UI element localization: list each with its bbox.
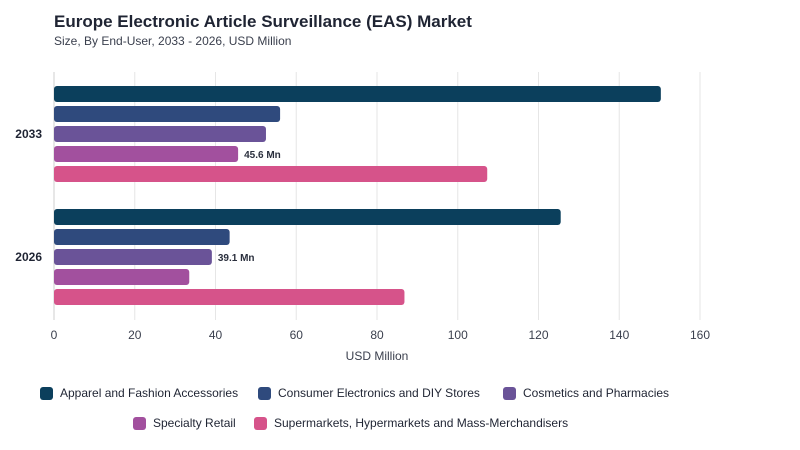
bar-2033-3: [54, 146, 239, 162]
data-label: 45.6 Mn: [244, 150, 281, 161]
bar-2033-2: [54, 126, 266, 142]
legend-label: Consumer Electronics and DIY Stores: [278, 386, 480, 400]
x-tick-label: 140: [609, 328, 629, 342]
bar-2033-4: [54, 166, 488, 182]
legend-label: Apparel and Fashion Accessories: [60, 386, 239, 400]
y-category-label: 2033: [15, 127, 42, 141]
x-tick-label: 120: [528, 328, 548, 342]
bar-2033-1: [54, 106, 281, 122]
legend-item: Apparel and Fashion Accessories: [40, 386, 238, 400]
bar-2026-1: [54, 229, 230, 245]
x-tick-label: 80: [370, 328, 384, 342]
x-tick-label: 40: [209, 328, 223, 342]
data-label: 39.1 Mn: [218, 253, 255, 264]
bar-2026-2: [54, 249, 212, 265]
legend-swatch: [258, 386, 271, 400]
legend-item: Supermarkets, Hypermarkets and Mass-Merc…: [254, 416, 568, 430]
x-tick-label: 20: [128, 328, 142, 342]
x-tick-label: 160: [690, 328, 710, 342]
y-category-label: 2026: [15, 250, 42, 264]
legend-label: Supermarkets, Hypermarkets and Mass-Merc…: [274, 416, 569, 430]
legend-swatch: [503, 386, 516, 400]
legend-item: Cosmetics and Pharmacies: [503, 386, 669, 400]
legend-item: Specialty Retail: [133, 416, 236, 430]
bar-2033-0: [54, 86, 661, 102]
legend-label: Cosmetics and Pharmacies: [523, 386, 670, 400]
legend-swatch: [133, 416, 146, 430]
x-tick-label: 60: [290, 328, 304, 342]
chart-title: Europe Electronic Article Surveillance (…: [54, 12, 472, 31]
bar-2026-4: [54, 289, 405, 305]
x-tick-label: 0: [51, 328, 58, 342]
x-axis-label: USD Million: [346, 349, 409, 363]
chart-subtitle: Size, By End-User, 2033 - 2026, USD Mill…: [54, 34, 292, 48]
x-tick-label: 100: [448, 328, 468, 342]
legend-item: Consumer Electronics and DIY Stores: [258, 386, 480, 400]
legend-swatch: [254, 416, 267, 430]
legend-label: Specialty Retail: [153, 416, 236, 430]
bar-2026-3: [54, 269, 190, 285]
bar-2026-0: [54, 209, 561, 225]
legend-swatch: [40, 386, 53, 400]
